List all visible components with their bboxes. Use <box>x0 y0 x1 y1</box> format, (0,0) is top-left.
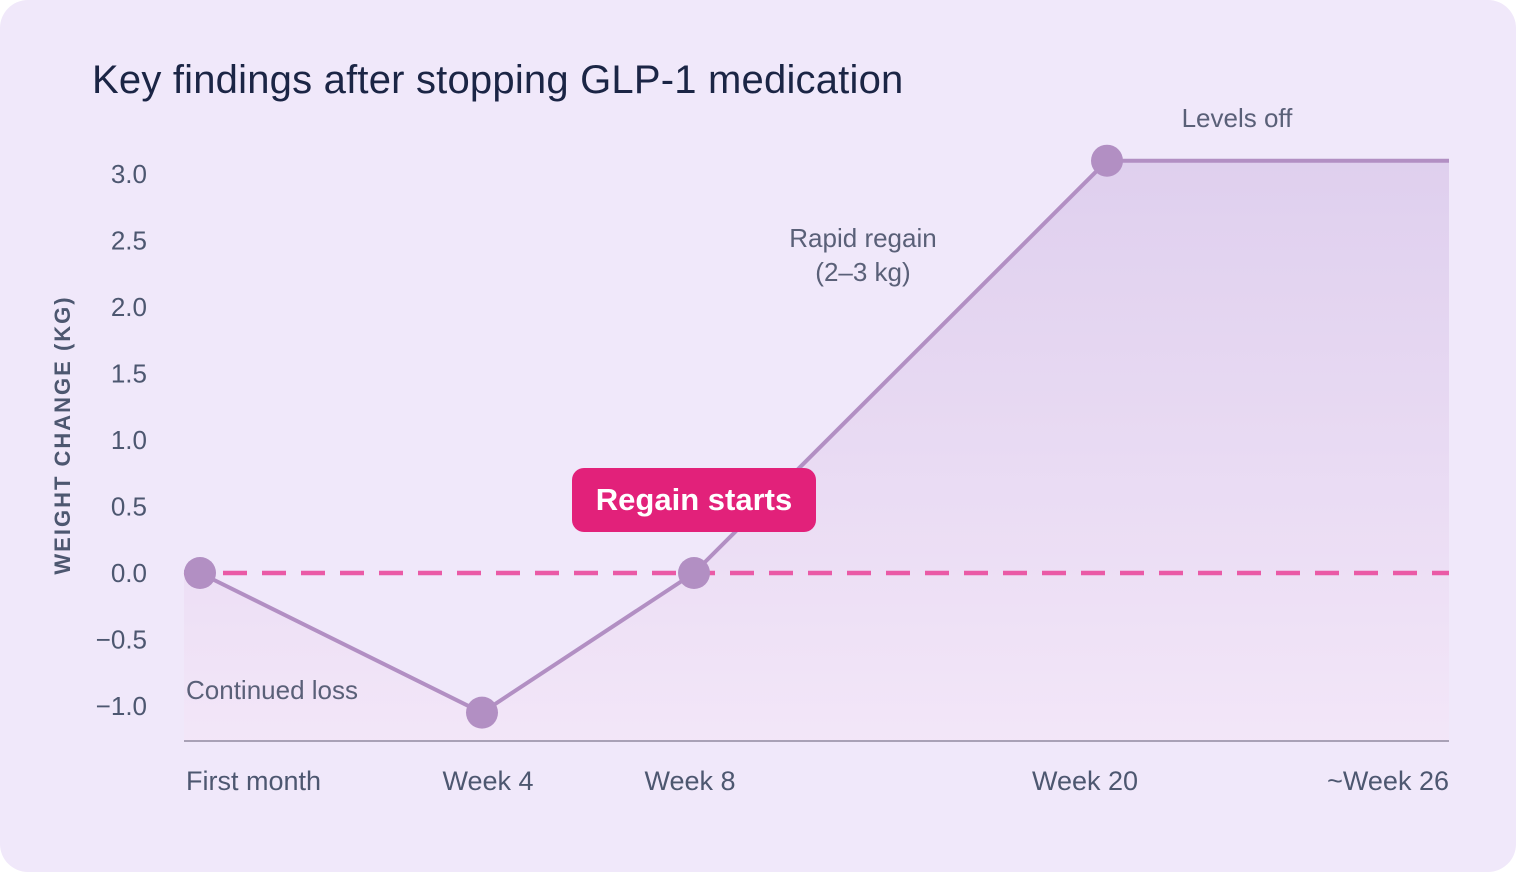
y-tick-label: 2.0 <box>111 292 147 322</box>
x-tick-labels: First month Week 4 Week 8 Week 20 ~Week 26 <box>186 766 1449 796</box>
x-tick-label: Week 4 <box>442 766 533 796</box>
data-point-4 <box>1091 144 1123 177</box>
y-tick-label: 3.0 <box>111 159 147 189</box>
annotation-levels-off: Levels off <box>1182 103 1294 133</box>
y-tick-label: 1.5 <box>111 359 147 389</box>
chart-title: Key findings after stopping GLP-1 medica… <box>92 58 904 102</box>
y-tick-label: −1.0 <box>96 691 147 721</box>
y-axis-label: WEIGHT CHANGE (KG) <box>50 295 75 574</box>
regain-starts-badge: Regain starts <box>572 468 816 532</box>
x-tick-label: First month <box>186 766 321 796</box>
y-tick-label: 1.0 <box>111 425 147 455</box>
data-point-2 <box>466 696 498 729</box>
y-tick-label: 2.5 <box>111 226 147 256</box>
data-point-3 <box>678 557 710 589</box>
x-tick-label: Week 8 <box>644 766 735 796</box>
x-tick-label: Week 20 <box>1032 766 1138 796</box>
points-layer <box>184 144 1123 729</box>
annotation-continued-loss: Continued loss <box>186 675 358 705</box>
y-tick-label: −0.5 <box>96 625 147 655</box>
y-tick-labels: 3.0 2.5 2.0 1.5 1.0 0.5 0.0 −0.5 −1.0 <box>96 159 147 721</box>
y-tick-label: 0.0 <box>111 558 147 588</box>
annotation-rapid-regain-amount: (2–3 kg) <box>815 257 910 287</box>
annotation-rapid-regain: Rapid regain <box>789 223 936 253</box>
y-tick-label: 0.5 <box>111 492 147 522</box>
x-tick-label: ~Week 26 <box>1327 766 1449 796</box>
data-point-1 <box>184 557 216 589</box>
